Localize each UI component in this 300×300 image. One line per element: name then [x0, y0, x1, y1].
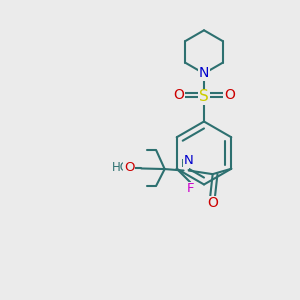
- Text: HO: HO: [112, 161, 130, 174]
- Text: O: O: [207, 196, 218, 210]
- Text: F: F: [187, 182, 194, 195]
- Text: O: O: [173, 88, 184, 102]
- Text: N: N: [199, 65, 209, 79]
- Text: N: N: [199, 67, 209, 80]
- Text: N: N: [184, 154, 194, 167]
- Text: H: H: [181, 159, 188, 169]
- Text: O: O: [124, 161, 134, 174]
- Text: O: O: [224, 88, 235, 102]
- Text: S: S: [199, 89, 209, 104]
